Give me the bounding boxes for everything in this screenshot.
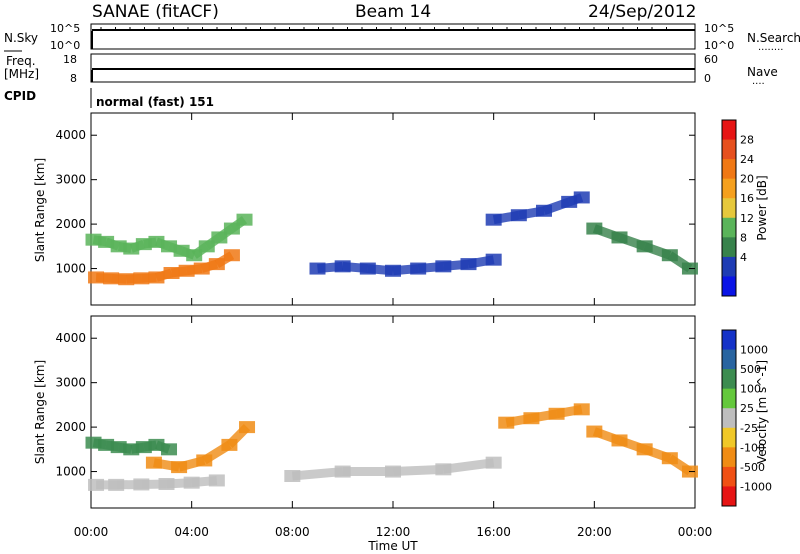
y-tick-label: 2000 [55,420,86,434]
station-title: SANAE (fitACF) [92,2,219,22]
power-colorbar-swatch [722,139,736,160]
power-colorbar-tick: 24 [740,153,754,166]
x-tick-label: 04:00 [174,525,209,539]
nave-tick-bottom: 0 [704,72,711,85]
nave-legend: .... [752,76,765,87]
y-tick-label: 4000 [55,128,86,142]
power-colorbar-swatch [722,217,736,238]
x-tick-label: 00:00 [678,525,713,539]
y-tick-label: 2000 [55,217,86,231]
velocity-band [442,458,495,474]
nsky-strip-frame [90,23,696,50]
power-colorbar-swatch [722,276,736,297]
nsky-spikes [100,27,667,30]
x-tick-label: 12:00 [376,525,411,539]
y-tick-label: 3000 [55,376,86,390]
cpid-value: normal (fast) 151 [96,95,214,109]
velocity-colorbar-swatch [722,408,736,429]
nsearch-tick-bottom: 10^0 [704,39,734,52]
power-mark [223,249,240,262]
power-colorbar-tick: 28 [740,134,754,147]
velocity-mark [208,474,225,487]
power-colorbar: 28 24 20 16 12 8 4 [721,119,754,297]
power-colorbar-tick: 12 [740,212,754,225]
power-colorbar-swatch [722,159,736,180]
velocity-colorbar-swatch [722,330,736,351]
velocity-colorbar-tick: -500 [740,461,765,474]
y-tick-label: 1000 [55,262,86,276]
x-axis-label: Time UT [367,539,418,553]
velocity-colorbar-tick: 500 [740,363,761,376]
power-colorbar-swatch [722,198,736,219]
power-marks [85,191,698,286]
freq-label-2: [MHz] [4,67,39,81]
beam-title: Beam 14 [355,2,431,22]
power-colorbar-swatch [722,178,736,199]
nsky-tick-top: 10^5 [50,22,80,35]
nsky-tick-bottom: 10^0 [50,39,80,52]
velocity-colorbar-tick: -100 [740,441,765,454]
y-tick-label: 1000 [55,465,86,479]
cpid-label: CPID [4,89,36,103]
x-tick-label: 00:00 [74,525,109,539]
nave-label: Nave [747,65,778,79]
freq-label-1: Freq. [6,54,36,68]
power-mark [485,253,502,266]
power-colorbar-tick: 8 [740,231,747,244]
nsearch-label: N.Search [747,31,800,45]
date-title: 24/Sep/2012 [588,2,696,22]
power-colorbar-tick: 4 [740,251,747,264]
y-tick-label: 3000 [55,173,86,187]
velocity-colorbar-tick: 100 [740,383,761,396]
power-colorbar-label: Power [dB] [755,175,769,240]
nsearch-tick-top: 10^5 [704,22,734,35]
nsky-label: N.Sky [4,31,38,45]
velocity-mark [485,456,502,469]
velocity-colorbar-tick: 1000 [740,344,768,357]
x-tick-label: 20:00 [577,525,612,539]
axis-ticks: 1000 2000 3000 4000 1000 2000 3000 4000 00:00 04:… [55,113,712,539]
power-colorbar-tick: 20 [740,173,754,186]
y-tick-label: 4000 [55,331,86,345]
velocity-band [392,464,444,477]
velocity-colorbar-swatch [722,447,736,468]
power-colorbar-swatch [722,237,736,258]
power-colorbar-tick: 16 [740,192,754,205]
velocity-mark [161,443,178,456]
freq-tick-top: 18 [63,53,77,66]
velocity-mark [239,421,256,434]
power-colorbar-swatch [722,120,736,141]
velocity-colorbar-swatch [722,349,736,370]
velocity-colorbar-tick: 25 [740,402,754,415]
x-tick-label: 16:00 [476,525,511,539]
nsearch-legend: ........ [758,42,783,53]
x-tick-label: 08:00 [275,525,310,539]
velocity-colorbar-frame [721,329,737,507]
velocity-colorbar-tick: -1000 [740,480,772,493]
power-colorbar-frame [721,119,737,297]
velocity-colorbar-swatch [722,369,736,390]
nave-tick-top: 60 [704,53,718,66]
velocity-colorbar-swatch [722,427,736,448]
power-colorbar-swatch [722,256,736,277]
velocity-colorbar-swatch [722,466,736,487]
velocity-marks [85,403,698,491]
velocity-ylabel: Slant Range [km] [33,360,47,464]
velocity-band [291,467,344,481]
power-ylabel: Slant Range [km] [33,158,47,262]
freq-tick-bottom: 8 [70,72,77,85]
velocity-colorbar-label: Velocity [m s^-1] [755,360,769,464]
velocity-colorbar: 1000 500 100 25 -25 -100 -500 -1000 [721,329,772,507]
velocity-colorbar-swatch [722,388,736,409]
power-mark [236,213,253,226]
velocity-colorbar-swatch [722,486,736,507]
velocity-mark [573,403,590,416]
velocity-colorbar-tick: -25 [740,422,758,435]
power-mark [573,191,590,204]
